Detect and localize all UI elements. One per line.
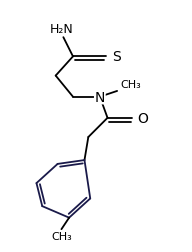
Text: N: N bbox=[95, 90, 105, 104]
Text: S: S bbox=[112, 50, 121, 64]
Text: CH₃: CH₃ bbox=[51, 231, 72, 241]
Text: H₂N: H₂N bbox=[50, 23, 73, 36]
Text: CH₃: CH₃ bbox=[120, 80, 141, 90]
Text: O: O bbox=[137, 111, 148, 125]
